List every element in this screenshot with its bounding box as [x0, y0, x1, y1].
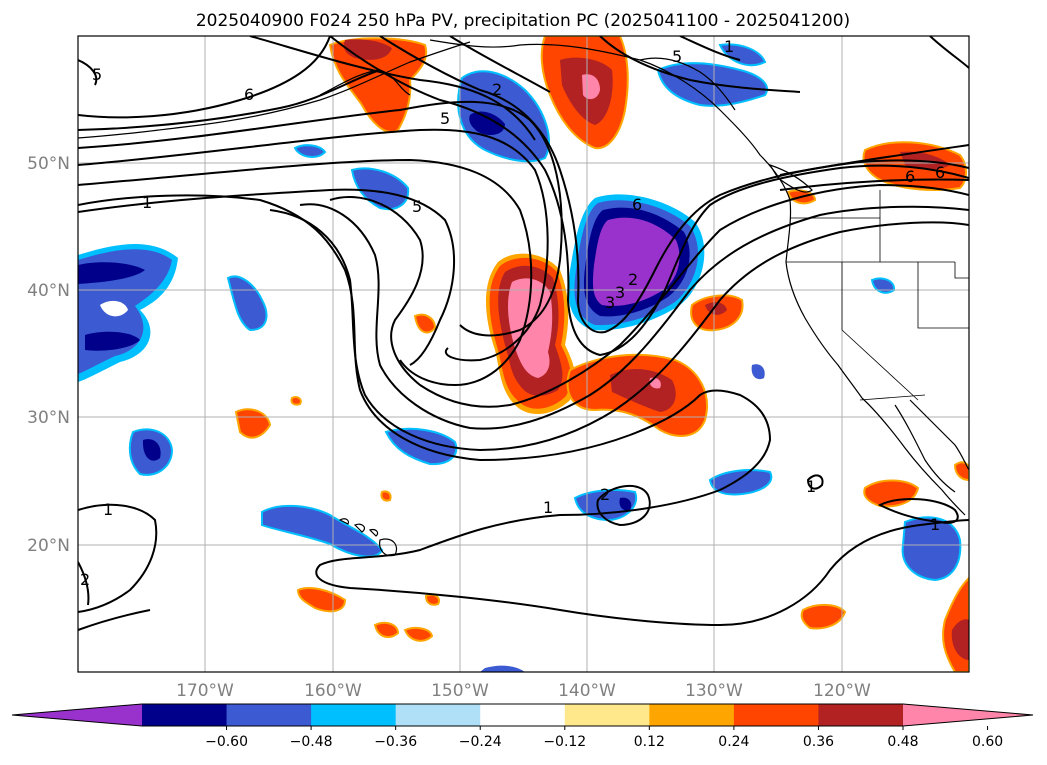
negative-anomaly-region [480, 665, 525, 672]
graticule [78, 36, 969, 672]
colorbar-tick-label: −0.12 [543, 734, 586, 750]
colorbar-tick-label: 0.12 [634, 734, 665, 750]
colorbar-bin [142, 704, 228, 726]
negative-anomaly-region [100, 300, 128, 317]
lat-label: 40°N [27, 281, 70, 301]
colorbar-bin [649, 704, 735, 726]
colorbar-bin [564, 704, 650, 726]
contour-label: 5 [92, 65, 102, 84]
positive-anomaly-region [403, 627, 434, 642]
contour-label: 6 [632, 195, 642, 214]
lon-label: 140°W [558, 681, 616, 701]
map-frame [77, 35, 970, 673]
lat-label: 30°N [27, 408, 70, 428]
negative-anomaly-region [901, 516, 962, 582]
colorbar-extend-max [903, 704, 1033, 726]
map-panel: 5 6 1 5 5 6 3 2 3 2 5 6 1 1 2 1 1 2 6 1 [77, 35, 970, 673]
contour-labels: 5 6 1 5 5 6 3 2 3 2 5 6 1 1 2 1 1 2 6 1 [80, 37, 945, 589]
colorbar-bin [733, 704, 819, 726]
longitude-labels: 170°W 160°W 150°W 140°W 130°W 120°W [176, 681, 871, 701]
positive-anomaly-region [373, 621, 400, 638]
colorbar-tick-label: 0.60 [972, 734, 1003, 750]
pv-contours [78, 36, 969, 631]
negative-anomaly-region [350, 167, 410, 210]
contour-label: 5 [672, 47, 682, 66]
contour-label: 2 [628, 270, 638, 289]
positive-anomaly-region [290, 396, 302, 406]
lon-label: 150°W [431, 681, 489, 701]
contour-label: 3 [605, 293, 615, 312]
lon-label: 170°W [176, 681, 234, 701]
colorbar-bin [480, 704, 566, 726]
negative-anomaly-region [261, 504, 384, 558]
negative-anomaly-region [293, 144, 327, 158]
lon-label: 160°W [304, 681, 362, 701]
colorbar-extend-min [12, 704, 142, 726]
negative-anomaly-region [592, 217, 680, 306]
contour-label: 6 [905, 167, 915, 186]
colorbar-bin [226, 704, 312, 726]
negative-anomaly-region [469, 111, 505, 136]
negative-anomaly-region [751, 364, 765, 380]
positive-anomaly-region [800, 604, 847, 630]
figure-title: 2025040900 F024 250 hPa PV, precipitatio… [196, 11, 850, 31]
colorbar-tick-label: 0.36 [803, 734, 834, 750]
contour-label: 1 [543, 498, 553, 517]
contour-label: 1 [103, 500, 113, 519]
colorbar-tick-label: 0.24 [718, 734, 749, 750]
positive-anomaly-region [953, 461, 969, 482]
positive-anomaly-region [951, 619, 969, 660]
negative-anomaly-region [142, 439, 161, 461]
positive-anomaly-region [413, 313, 437, 334]
contour-label: 6 [244, 85, 254, 104]
lat-label: 50°N [27, 154, 70, 174]
contour-label: 1 [806, 477, 816, 496]
contour-label: 1 [142, 193, 152, 212]
positive-anomaly-region [610, 368, 676, 412]
contour-label: 1 [930, 515, 940, 534]
contour-label: 3 [615, 283, 625, 302]
colorbar: −0.60 −0.48 −0.36 −0.24 −0.12 0.12 0.24 0.36 0.4… [11, 703, 1034, 750]
precip-shading [78, 36, 969, 672]
negative-anomaly-region [619, 497, 632, 511]
colorbar-tick-label: −0.36 [374, 734, 417, 750]
contour-label: 2 [492, 80, 502, 99]
negative-anomaly-region [78, 262, 145, 284]
contour-label: 5 [440, 109, 450, 128]
colorbar-tick-label: −0.24 [459, 734, 502, 750]
colorbar-outline [11, 703, 1034, 727]
contour-label: 2 [80, 570, 90, 589]
positive-anomaly-region [380, 490, 392, 502]
contour-label: 2 [600, 485, 610, 504]
coastlines [78, 39, 969, 557]
lon-label: 120°W [813, 681, 871, 701]
colorbar-tick-label: 0.48 [887, 734, 918, 750]
positive-anomaly-region [328, 37, 428, 133]
colorbar-bin [818, 704, 904, 726]
contour-label: 1 [724, 37, 734, 56]
colorbar-bin [395, 704, 481, 726]
contour-label: 6 [935, 163, 945, 182]
lon-label: 130°W [685, 681, 743, 701]
positive-anomaly-region [424, 593, 440, 606]
colorbar-tick-label: −0.60 [205, 734, 248, 750]
colorbar-tick-label: −0.48 [290, 734, 333, 750]
negative-anomaly-region [85, 331, 140, 351]
contour-label: 5 [412, 197, 422, 216]
lat-label: 20°N [27, 536, 70, 556]
colorbar-bin [311, 704, 397, 726]
latitude-labels: 50°N 40°N 30°N 20°N [27, 154, 70, 556]
positive-anomaly-region [234, 408, 272, 439]
